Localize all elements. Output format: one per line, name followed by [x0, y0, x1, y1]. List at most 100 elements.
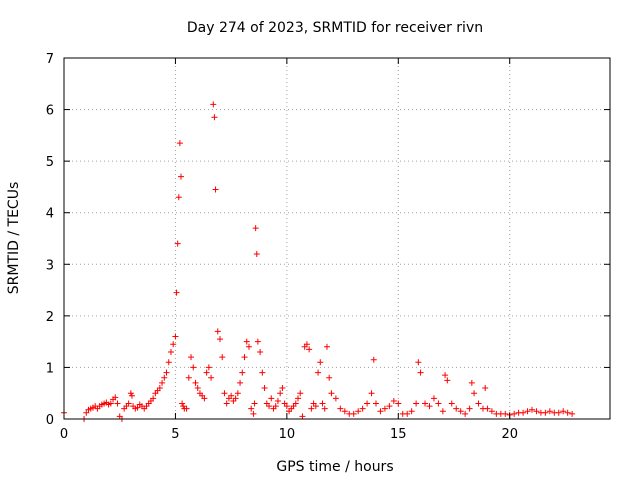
data-point: [453, 405, 460, 412]
data-point: [381, 405, 388, 412]
data-point: [107, 400, 114, 407]
data-point: [179, 400, 186, 407]
data-point: [466, 405, 473, 412]
data-point: [511, 410, 518, 417]
data-point: [442, 372, 449, 379]
data-point: [326, 374, 333, 381]
data-point: [471, 390, 478, 397]
data-point: [386, 403, 393, 410]
data-point: [308, 405, 315, 412]
data-point: [484, 405, 491, 412]
x-tick-label: 20: [501, 427, 518, 442]
y-tick-label: 1: [46, 361, 54, 376]
data-point: [188, 354, 195, 361]
x-tick-label: 10: [279, 427, 296, 442]
data-point: [488, 408, 495, 415]
data-point: [266, 403, 273, 410]
data-point: [457, 408, 464, 415]
data-point: [245, 343, 252, 350]
data-point: [159, 379, 166, 386]
data-point: [355, 408, 362, 415]
data-point: [165, 359, 172, 366]
data-point: [134, 404, 141, 411]
y-tick-label: 2: [46, 310, 54, 325]
data-point: [448, 400, 455, 407]
data-point: [426, 403, 433, 410]
data-point: [279, 385, 286, 392]
data-point: [317, 359, 324, 366]
data-point: [257, 348, 264, 355]
data-point: [248, 405, 255, 412]
grid-lines: [64, 58, 610, 419]
data-point: [221, 390, 228, 397]
y-tick-label: 0: [46, 413, 54, 428]
data-point: [569, 410, 576, 417]
data-point: [277, 390, 284, 397]
data-point: [328, 390, 335, 397]
data-point: [435, 400, 442, 407]
data-point: [319, 400, 326, 407]
data-point: [323, 343, 330, 350]
y-tick-label: 7: [46, 52, 54, 67]
data-point: [408, 408, 415, 415]
data-point: [555, 409, 562, 416]
chart-title: Day 274 of 2023, SRMTID for receiver riv…: [187, 20, 483, 36]
data-point: [502, 410, 509, 417]
data-point: [430, 395, 437, 402]
data-point: [359, 405, 366, 412]
data-point: [150, 395, 157, 402]
data-point: [444, 377, 451, 384]
data-point: [214, 328, 221, 335]
data-point: [112, 394, 119, 401]
data-point: [413, 400, 420, 407]
data-point: [364, 400, 371, 407]
data-point: [274, 397, 281, 404]
data-point: [299, 413, 306, 420]
data-point: [295, 395, 301, 402]
data-point: [228, 392, 235, 399]
data-point: [203, 369, 210, 376]
x-tick-label: 5: [171, 427, 179, 442]
data-point: [337, 405, 344, 412]
data-point: [321, 405, 328, 412]
data-point: [208, 374, 215, 381]
data-point: [350, 410, 357, 417]
data-point: [185, 374, 192, 381]
data-point: [161, 374, 168, 381]
data-point: [172, 333, 179, 340]
data-point: [243, 338, 250, 345]
data-point: [167, 348, 174, 355]
data-point: [415, 359, 422, 366]
data-point: [223, 400, 230, 407]
data-point: [303, 341, 310, 348]
data-point: [183, 405, 190, 412]
data-point: [292, 400, 299, 407]
data-point: [560, 408, 567, 415]
data-point: [251, 400, 258, 407]
data-point: [237, 379, 244, 386]
data-point: [178, 173, 184, 180]
data-point: [211, 114, 218, 121]
y-tick-label: 6: [46, 104, 54, 119]
data-point: [390, 397, 397, 404]
data-point: [533, 408, 540, 415]
data-point: [205, 364, 212, 371]
data-point: [212, 186, 219, 193]
data-point: [341, 408, 348, 415]
data-point: [268, 395, 275, 402]
data-point: [253, 250, 260, 257]
data-point: [114, 400, 121, 407]
data-point: [176, 140, 183, 147]
data-point: [163, 369, 170, 376]
y-tick-label: 3: [46, 258, 54, 273]
data-point: [174, 240, 181, 247]
data-points: [61, 101, 576, 422]
y-tick-label: 5: [46, 155, 54, 170]
data-point: [542, 409, 549, 416]
data-point: [564, 409, 571, 416]
data-point: [422, 400, 429, 407]
data-point: [546, 408, 553, 415]
data-point: [192, 379, 199, 386]
y-axis-label: SRMTID / TECUs: [6, 182, 22, 295]
